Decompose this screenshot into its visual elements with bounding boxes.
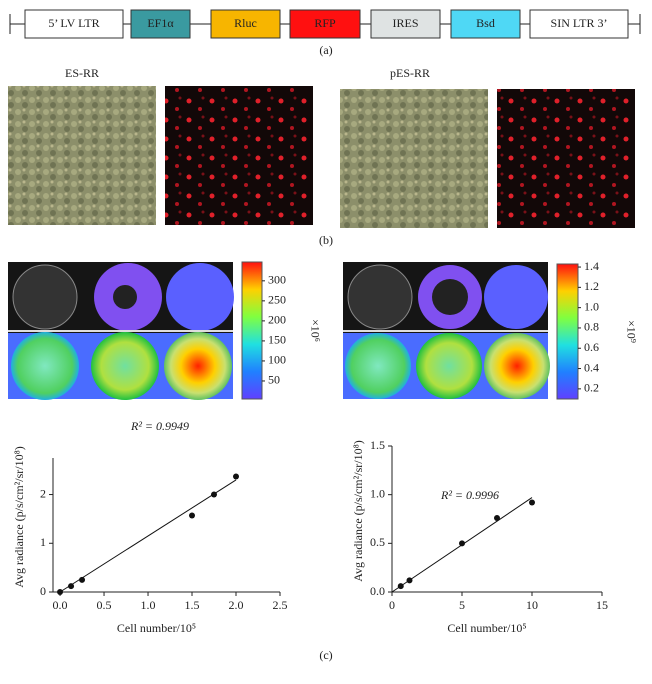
y-axis-label: Avg radiance (p/s/cm²/sr/10⁸) — [12, 446, 26, 588]
element-label: SIN LTR 3’ — [551, 16, 608, 30]
x-axis-label: Cell number/10⁵ — [117, 621, 196, 635]
colorbar-tick-label: 0.6 — [584, 340, 599, 354]
colorbar-tick-label: 0.4 — [584, 360, 599, 374]
plate-image — [8, 262, 234, 400]
y-tick-label: 1.0 — [370, 486, 385, 500]
x-tick-label: 0.0 — [53, 598, 68, 612]
point — [529, 499, 535, 506]
annotation: R² = 0.9996 — [440, 488, 499, 502]
panel-label: (c) — [319, 648, 332, 662]
brightfield-image — [8, 86, 156, 225]
brightfield-image — [340, 89, 488, 228]
element-box — [529, 9, 629, 39]
colorbar-tick-label: 250 — [268, 293, 286, 307]
fluorescence-image — [165, 86, 313, 225]
point — [397, 583, 404, 590]
element-label: EF1α — [147, 16, 174, 30]
point — [57, 589, 64, 595]
x-tick-label: 5 — [459, 598, 465, 612]
colorbar-tick-label: 300 — [268, 273, 286, 287]
x-tick-label: 15 — [596, 598, 608, 612]
colorbar-tick-label: 50 — [268, 373, 280, 387]
colorbar-tick-label: 150 — [268, 333, 286, 347]
annotation: R² = 0.9949 — [130, 419, 189, 433]
x-tick-label: 10 — [526, 598, 538, 612]
y-tick-label: 0.0 — [370, 584, 385, 598]
point — [406, 577, 413, 584]
colorbar-tick-label: 200 — [268, 313, 286, 327]
element-box — [130, 9, 191, 39]
element-label: IRES — [392, 16, 418, 30]
point — [459, 540, 465, 547]
x-tick-label: 1.5 — [185, 598, 200, 612]
image-title: pES-RR — [390, 66, 430, 80]
element-box — [24, 9, 124, 39]
element-box — [450, 9, 521, 39]
element-box — [370, 9, 441, 39]
element-label: Rluc — [234, 16, 257, 30]
point — [233, 473, 240, 480]
y-tick-label: 1 — [40, 535, 46, 549]
colorbar-unit: ×10⁶ — [308, 319, 322, 342]
point — [79, 576, 86, 583]
x-tick-label: 2.0 — [229, 598, 244, 612]
panel-label: (b) — [319, 233, 333, 247]
point — [68, 583, 75, 590]
y-tick-label: 2 — [40, 486, 46, 500]
colorbar-tick-label: 1.2 — [584, 279, 599, 293]
colorbar-tick-label: 1.4 — [584, 259, 599, 273]
x-axis-label: Cell number/10⁵ — [447, 621, 526, 635]
colorbar — [241, 261, 263, 400]
point — [494, 515, 500, 522]
x-tick-label: 1.0 — [141, 598, 156, 612]
element-box — [289, 9, 361, 39]
point — [189, 512, 196, 519]
element-label: Bsd — [476, 16, 495, 30]
y-tick-label: 1.5 — [370, 438, 385, 452]
image-title: ES-RR — [65, 66, 99, 80]
y-axis-label: Avg radiance (p/s/cm²/sr/10⁸) — [351, 440, 365, 582]
colorbar-tick-label: 1.0 — [584, 299, 599, 313]
x-tick-label: 0 — [389, 598, 395, 612]
colorbar-unit: ×10⁹ — [624, 320, 638, 343]
y-tick-label: 0 — [40, 584, 46, 598]
colorbar-tick-label: 0.2 — [584, 381, 599, 395]
panel-label: (a) — [319, 43, 332, 57]
element-label: 5’ LV LTR — [48, 16, 99, 30]
element-label: RFP — [314, 16, 336, 30]
point — [211, 491, 218, 498]
colorbar — [556, 263, 579, 400]
fluorescence-image — [497, 89, 635, 228]
y-tick-label: 0.5 — [370, 535, 385, 549]
x-tick-label: 2.5 — [273, 598, 288, 612]
x-tick-label: 0.5 — [97, 598, 112, 612]
colorbar-tick-label: 100 — [268, 353, 286, 367]
fit-line — [59, 479, 237, 593]
construct: 5’ LV LTR EF1α Rluc RFP IRES Bsd SIN LTR 3’ — [9, 9, 641, 39]
element-box — [210, 9, 281, 39]
plate-image — [343, 262, 550, 399]
colorbar-tick-label: 0.8 — [584, 320, 599, 334]
